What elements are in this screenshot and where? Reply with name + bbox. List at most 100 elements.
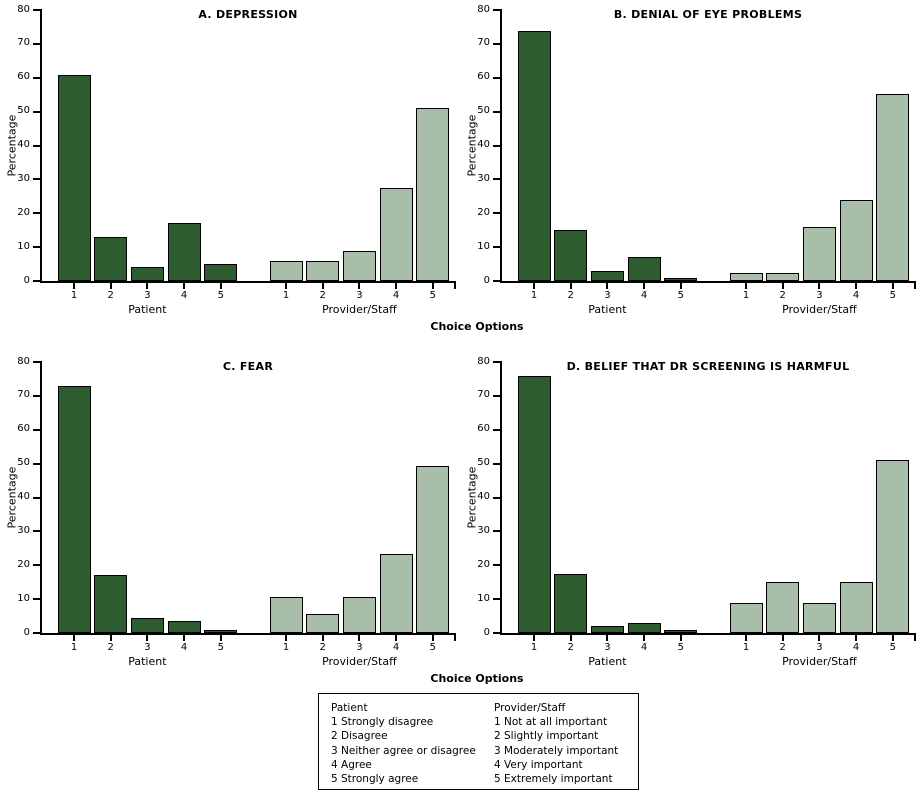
group-label-provider-staff: Provider/Staff bbox=[322, 655, 397, 668]
y-tick-label: 10 bbox=[477, 240, 490, 252]
y-tick bbox=[33, 246, 40, 249]
y-tick-label: 60 bbox=[477, 71, 490, 83]
x-tick bbox=[285, 283, 287, 289]
y-tick bbox=[493, 598, 500, 601]
y-tick-label: 70 bbox=[17, 389, 30, 401]
y-tick-label: 30 bbox=[17, 172, 30, 184]
x-tick bbox=[855, 635, 858, 641]
x-tick bbox=[183, 635, 186, 641]
bar-provider-staff-1 bbox=[729, 272, 763, 281]
y-tick bbox=[33, 428, 40, 431]
bar-provider-staff-3 bbox=[802, 227, 836, 281]
legend-item: 2 Disagree bbox=[331, 730, 388, 743]
x-tick-label: 4 bbox=[640, 290, 648, 301]
bar-patient-2 bbox=[554, 229, 588, 281]
panel-title: A. DEPRESSION bbox=[198, 8, 298, 21]
group-label-patient: Patient bbox=[128, 303, 167, 316]
x-tick-label: 5 bbox=[677, 642, 684, 653]
x-tick-label: 5 bbox=[889, 290, 896, 301]
y-tick bbox=[33, 280, 40, 282]
bar-provider-staff-4 bbox=[379, 188, 413, 281]
y-tick-label: 40 bbox=[477, 491, 490, 502]
group-label-provider-staff: Provider/Staff bbox=[322, 303, 397, 316]
bar-patient-5 bbox=[204, 264, 238, 281]
bar-patient-5 bbox=[664, 629, 698, 633]
y-tick-label: 0 bbox=[23, 626, 30, 638]
x-tick-label: 1 bbox=[70, 290, 78, 301]
x-tick bbox=[219, 635, 222, 641]
x-tick-label: 4 bbox=[180, 642, 188, 653]
x-axis bbox=[500, 633, 916, 635]
group-label-provider-staff: Provider/Staff bbox=[782, 303, 857, 316]
legend-column-provider-staff: Provider/Staff 1 Not at all important 2 … bbox=[494, 701, 618, 786]
x-tick bbox=[285, 635, 287, 641]
y-tick bbox=[33, 530, 40, 533]
x-tick bbox=[643, 283, 646, 289]
panel-title: D. BELIEF THAT DR SCREENING IS HARMFUL bbox=[566, 360, 850, 373]
x-tick bbox=[358, 283, 361, 289]
y-tick-label: 0 bbox=[23, 274, 30, 286]
y-tick-label: 10 bbox=[17, 592, 30, 604]
bar-provider-staff-5 bbox=[876, 459, 910, 633]
x-tick bbox=[891, 635, 894, 641]
y-tick bbox=[493, 394, 500, 397]
y-tick-label: 30 bbox=[477, 172, 490, 184]
bar-patient-1 bbox=[517, 30, 551, 281]
y-tick bbox=[33, 212, 40, 215]
y-tick-label: 80 bbox=[17, 3, 30, 15]
y-tick-label: 70 bbox=[17, 37, 30, 49]
x-tick bbox=[321, 283, 324, 289]
y-tick-label: 10 bbox=[17, 240, 30, 252]
x-tick-label: 2 bbox=[567, 290, 574, 301]
legend-item: 2 Slightly important bbox=[494, 730, 599, 743]
group-label-patient: Patient bbox=[588, 655, 627, 668]
x-tick-label: 1 bbox=[282, 642, 290, 653]
y-tick bbox=[493, 361, 500, 363]
x-axis-title-row1: Choice Options bbox=[430, 320, 524, 333]
y-tick bbox=[493, 178, 500, 181]
y-tick bbox=[33, 9, 40, 11]
y-tick bbox=[493, 530, 500, 533]
bar-provider-staff-1 bbox=[269, 260, 303, 281]
x-tick-label: 1 bbox=[530, 290, 538, 301]
x-tick bbox=[395, 635, 398, 641]
x-tick-label: 1 bbox=[742, 642, 750, 653]
x-tick bbox=[73, 635, 75, 641]
x-tick-label: 4 bbox=[852, 642, 860, 653]
x-tick bbox=[533, 283, 535, 289]
y-tick bbox=[33, 462, 40, 465]
y-tick bbox=[33, 496, 40, 499]
bar-provider-staff-1 bbox=[729, 602, 763, 633]
x-tick-label: 5 bbox=[429, 290, 436, 301]
x-tick-label: 2 bbox=[319, 642, 326, 653]
x-tick bbox=[679, 283, 682, 289]
y-tick-label: 0 bbox=[483, 274, 490, 286]
y-tick bbox=[33, 144, 40, 147]
x-tick bbox=[109, 283, 112, 289]
x-tick-label: 5 bbox=[889, 642, 896, 653]
x-tick-label: 1 bbox=[70, 642, 78, 653]
x-tick-label: 2 bbox=[779, 290, 786, 301]
x-tick bbox=[745, 283, 747, 289]
x-tick bbox=[606, 283, 609, 289]
x-tick-label: 2 bbox=[107, 290, 114, 301]
legend-item: 5 Extremely important bbox=[494, 773, 613, 786]
bar-patient-2 bbox=[94, 575, 128, 633]
x-tick-label: 4 bbox=[392, 642, 400, 653]
legend-column-patient: Patient 1 Strongly disagree 2 Disagree 3… bbox=[331, 701, 476, 786]
x-tick-label: 3 bbox=[356, 290, 363, 301]
x-tick bbox=[855, 283, 858, 289]
y-tick-label: 20 bbox=[477, 558, 490, 570]
panel-title: B. DENIAL OF EYE PROBLEMS bbox=[613, 8, 803, 21]
legend-box: Patient 1 Strongly disagree 2 Disagree 3… bbox=[318, 693, 639, 790]
legend-item: 3 Neither agree or disagree bbox=[331, 744, 476, 757]
y-tick-label: 70 bbox=[477, 37, 490, 49]
x-tick-label: 5 bbox=[217, 642, 224, 653]
bar-patient-4 bbox=[627, 256, 661, 281]
x-tick-label: 3 bbox=[356, 642, 363, 653]
x-tick-label: 2 bbox=[567, 642, 574, 653]
y-tick bbox=[493, 212, 500, 215]
legend-header-provider-staff: Provider/Staff bbox=[494, 702, 566, 714]
panel-b-denial-of-eye-problems: B. DENIAL OF EYE PROBLEMS Percentage 0 10… bbox=[460, 0, 920, 352]
y-tick bbox=[493, 42, 500, 45]
